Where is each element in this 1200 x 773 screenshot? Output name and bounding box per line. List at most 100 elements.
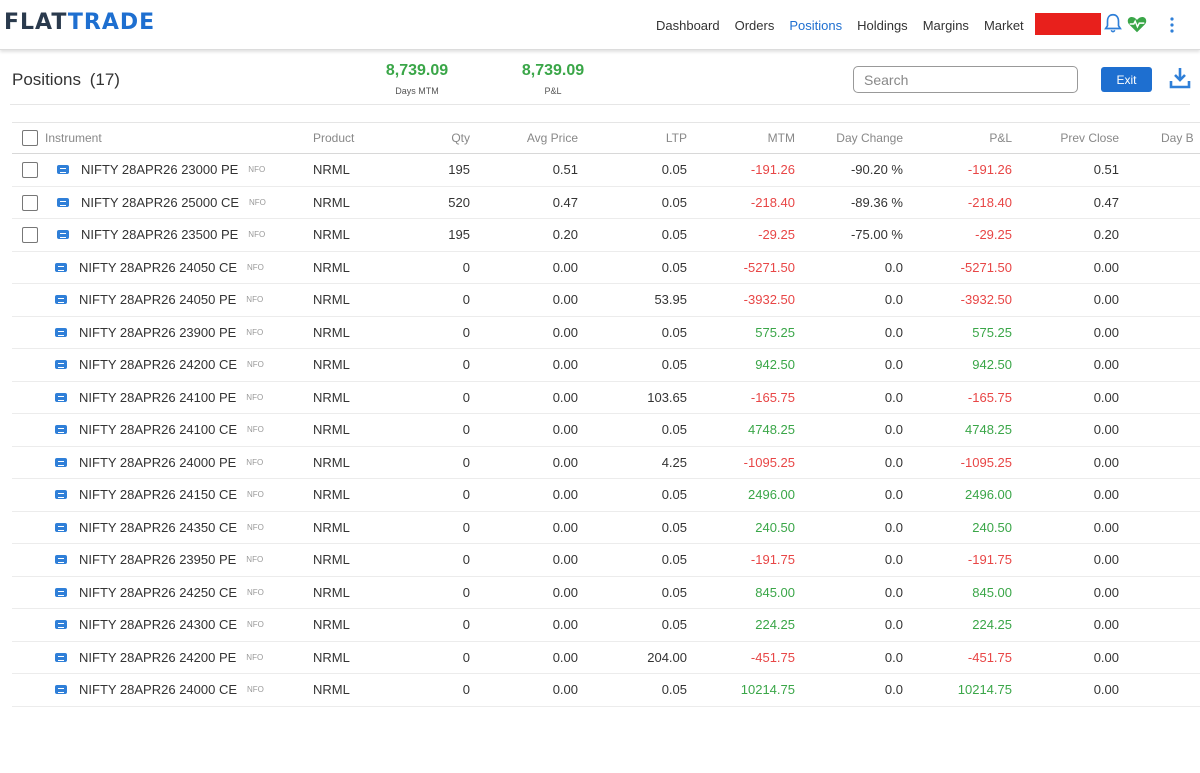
mtm-cell: -3932.50 [743,292,795,308]
select-all-checkbox[interactable] [22,130,38,146]
col-day-change[interactable]: Day Change [836,131,903,145]
table-row[interactable]: NIFTY 28APR26 24000 CE NFO NRML 0 0.00 0.05… [12,674,1200,707]
table-row[interactable]: NIFTY 28APR26 24150 CE NFO NRML 0 0.00 0.05… [12,479,1200,512]
qty-cell: 0 [462,422,470,438]
exchange-badge: NFO [247,425,264,435]
table-row[interactable]: NIFTY 28APR26 24300 CE NFO NRML 0 0.00 0.05… [12,609,1200,642]
days-mtm-value: 8,739.09 [385,62,449,79]
redacted-user-box[interactable] [1035,13,1101,35]
table-row[interactable]: NIFTY 28APR26 23500 PE NFO NRML 195 0.20 0.… [12,219,1200,252]
table-row[interactable]: NIFTY 28APR26 24200 CE NFO NRML 0 0.00 0.05… [12,349,1200,382]
col-product[interactable]: Product [313,131,355,145]
table-row[interactable]: NIFTY 28APR26 24100 PE NFO NRML 0 0.00 103.… [12,382,1200,414]
instrument-tag-icon [55,457,67,467]
col-qty[interactable]: Qty [451,131,470,145]
kebab-menu-icon[interactable] [1165,15,1179,35]
instrument-name: NIFTY 28APR26 24050 CE [79,259,238,275]
product-cell: NRML [313,194,350,210]
nav-holdings[interactable]: Holdings [857,18,908,33]
table-row[interactable]: NIFTY 28APR26 24000 PE NFO NRML 0 0.00 4.25… [12,447,1200,479]
product-cell: NRML [313,649,350,665]
product-cell: NRML [313,162,350,178]
instrument-name: NIFTY 28APR26 24350 CE [79,519,238,535]
instrument-cell[interactable]: NIFTY 28APR26 24000 CE NFO [79,674,264,706]
instrument-cell[interactable]: NIFTY 28APR26 24200 PE NFO [79,642,263,674]
instrument-cell[interactable]: NIFTY 28APR26 25000 CE NFO [81,187,266,219]
instrument-cell[interactable]: NIFTY 28APR26 23950 PE NFO [79,544,263,576]
row-checkbox[interactable] [22,162,38,178]
day-change-cell: 0.0 [884,454,903,470]
nav-margins[interactable]: Margins [922,18,969,33]
instrument-cell[interactable]: NIFTY 28APR26 24350 CE NFO [79,512,264,544]
exchange-badge: NFO [246,295,264,305]
day-change-cell: 0.0 [884,682,903,698]
heartbeat-icon[interactable] [1126,13,1148,35]
instrument-tag-icon [57,197,69,207]
col-pnl[interactable]: P&L [989,131,1012,145]
instrument-cell[interactable]: NIFTY 28APR26 24000 PE NFO [79,447,263,479]
instrument-cell[interactable]: NIFTY 28APR26 23900 PE NFO [79,317,263,349]
table-row[interactable]: NIFTY 28APR26 25000 CE NFO NRML 520 0.47 0.… [12,187,1200,219]
row-checkbox[interactable] [22,227,38,243]
qty-cell: 0 [462,617,470,633]
nav-dashboard[interactable]: Dashboard [656,18,720,33]
avg-price-cell: 0.00 [552,682,578,698]
instrument-cell[interactable]: NIFTY 28APR26 23500 PE NFO [81,219,265,251]
col-avg-price[interactable]: Avg Price [526,131,578,145]
instrument-cell[interactable]: NIFTY 28APR26 24100 PE NFO [79,382,263,414]
table-row[interactable]: NIFTY 28APR26 23950 PE NFO NRML 0 0.00 0.05… [12,544,1200,577]
positions-table: Instrument Product Qty Avg Price LTP MTM… [12,122,1200,707]
exchange-badge: NFO [247,262,264,272]
instrument-cell[interactable]: NIFTY 28APR26 24250 CE NFO [79,577,264,609]
col-instrument[interactable]: Instrument [45,131,102,145]
download-icon[interactable] [1168,66,1192,90]
instrument-cell[interactable]: NIFTY 28APR26 24050 PE NFO [79,284,263,316]
table-row[interactable]: NIFTY 28APR26 24200 PE NFO NRML 0 0.00 204.… [12,642,1200,674]
instrument-cell[interactable]: NIFTY 28APR26 24150 CE NFO [79,479,264,511]
table-row[interactable]: NIFTY 28APR26 24050 PE NFO NRML 0 0.00 53.9… [12,284,1200,317]
bell-icon[interactable] [1102,11,1124,35]
prev-close-cell: 0.00 [1093,617,1119,633]
prev-close-cell: 0.00 [1093,649,1119,665]
instrument-tag-icon [55,490,67,499]
instrument-cell[interactable]: NIFTY 28APR26 24200 CE NFO [79,349,264,381]
instrument-tag-icon [55,522,67,532]
row-checkbox[interactable] [22,194,38,211]
day-change-cell: 0.0 [884,552,903,568]
col-ltp[interactable]: LTP [665,131,687,145]
ltp-cell: 0.05 [661,422,687,438]
instrument-cell[interactable]: NIFTY 28APR26 24100 CE NFO [79,414,264,446]
table-row[interactable]: NIFTY 28APR26 23900 PE NFO NRML 0 0.00 0.05… [12,317,1200,349]
exit-button[interactable]: Exit [1101,67,1152,92]
search-input[interactable] [853,66,1078,93]
instrument-cell[interactable]: NIFTY 28APR26 24050 CE NFO [79,252,264,284]
ltp-cell: 103.65 [647,389,687,405]
flattrade-logo[interactable]: FLATTRADE [4,10,155,35]
col-prev-close[interactable]: Prev Close [1060,131,1119,145]
table-row[interactable]: NIFTY 28APR26 23000 PE NFO NRML 195 0.51 0.… [12,154,1200,187]
nav-positions[interactable]: Positions [789,18,843,33]
day-change-cell: -90.20 % [850,162,903,178]
table-row[interactable]: NIFTY 28APR26 24350 CE NFO NRML 0 0.00 0.05… [12,512,1200,544]
qty-cell: 0 [462,389,470,405]
nav-orders[interactable]: Orders [734,18,775,33]
instrument-name: NIFTY 28APR26 24250 CE [79,584,238,600]
instrument-cell[interactable]: NIFTY 28APR26 23000 PE NFO [81,154,265,186]
qty-cell: 0 [462,487,470,503]
pnl-cell: -5271.50 [960,259,1012,275]
table-row[interactable]: NIFTY 28APR26 24050 CE NFO NRML 0 0.00 0.05… [12,252,1200,284]
prev-close-cell: 0.00 [1093,357,1119,373]
table-row[interactable]: NIFTY 28APR26 24250 CE NFO NRML 0 0.00 0.05… [12,577,1200,609]
product-cell: NRML [313,584,350,600]
table-row[interactable]: NIFTY 28APR26 24100 CE NFO NRML 0 0.00 0.05… [12,414,1200,447]
main-nav: Dashboard Orders Positions Holdings Marg… [656,18,1024,33]
product-cell: NRML [313,617,350,633]
instrument-name: NIFTY 28APR26 24100 PE [79,389,237,405]
product-cell: NRML [313,259,350,275]
product-cell: NRML [313,552,350,568]
col-mtm[interactable]: MTM [767,131,795,145]
nav-market[interactable]: Market [983,18,1024,33]
col-day-b[interactable]: Day B [1161,131,1194,145]
ltp-cell: 0.05 [661,357,687,373]
instrument-cell[interactable]: NIFTY 28APR26 24300 CE NFO [79,609,264,641]
